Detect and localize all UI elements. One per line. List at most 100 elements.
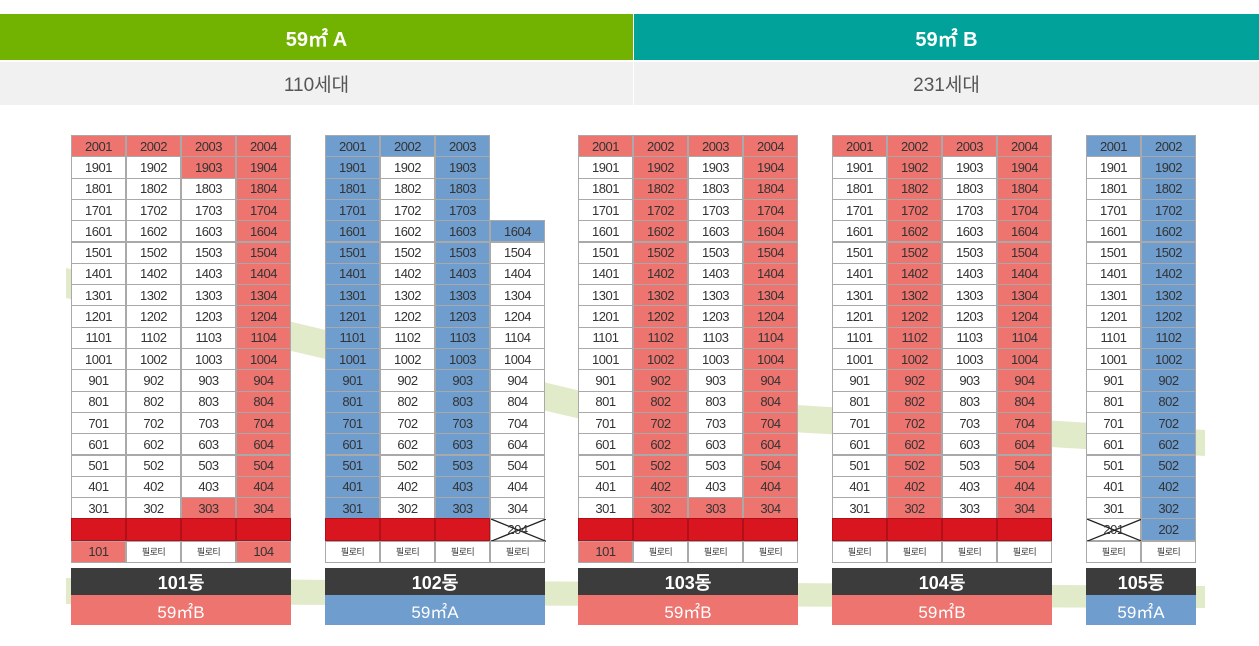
unit-402: 402	[633, 475, 688, 499]
building-unit-type: 59㎡B	[71, 595, 291, 625]
unit-1402: 1402	[126, 262, 181, 286]
commercial-floor	[325, 518, 380, 541]
unit-504: 504	[743, 454, 798, 477]
commercial-floor	[380, 518, 435, 541]
unit-1401: 1401	[1086, 262, 1141, 286]
cross-mark-icon	[1087, 519, 1142, 542]
unit-904: 904	[997, 369, 1052, 392]
unit-1401: 1401	[71, 262, 126, 286]
unit-1803: 1803	[688, 177, 743, 200]
unit-803: 803	[942, 390, 997, 413]
unit-1603: 1603	[435, 220, 490, 243]
unit-1902: 1902	[380, 156, 435, 179]
unit-1001: 1001	[71, 348, 126, 371]
unit-1204: 1204	[743, 305, 798, 328]
unit-1204: 1204	[236, 305, 291, 328]
unit-804: 804	[997, 390, 1052, 413]
unit-902: 902	[126, 369, 181, 392]
unit-303: 303	[942, 497, 997, 520]
unit-801: 801	[832, 390, 887, 413]
unit-1401: 1401	[832, 262, 887, 286]
unit-603: 603	[688, 433, 743, 456]
unit-1002: 1002	[1141, 348, 1196, 371]
building-name: 101동	[71, 568, 291, 595]
unit-1001: 1001	[1086, 348, 1141, 371]
unit-2001: 2001	[832, 135, 887, 158]
unit-1202: 1202	[1141, 305, 1196, 328]
unit-504: 504	[997, 454, 1052, 477]
unit-403: 403	[942, 475, 997, 499]
unit-1303: 1303	[435, 284, 490, 307]
unit-1101: 1101	[578, 326, 633, 349]
unit-904: 904	[236, 369, 291, 392]
unit-1802: 1802	[633, 177, 688, 200]
unit-601: 601	[1086, 433, 1141, 456]
unit-702: 702	[1141, 411, 1196, 435]
unit-602: 602	[126, 433, 181, 456]
type-b-header: 59㎡ B	[634, 14, 1259, 60]
type-a-header: 59㎡ A	[0, 14, 633, 60]
unit-1003: 1003	[942, 348, 997, 371]
unit-2002: 2002	[887, 135, 942, 158]
unit-701: 701	[832, 411, 887, 435]
unit-402: 402	[126, 475, 181, 499]
commercial-floor	[688, 518, 743, 541]
unit-704: 704	[743, 411, 798, 435]
unit-1201: 1201	[578, 305, 633, 328]
unit-1202: 1202	[633, 305, 688, 328]
unit-504: 504	[490, 454, 545, 477]
unit-1604: 1604	[997, 220, 1052, 243]
unit-1404: 1404	[490, 262, 545, 286]
unit-1202: 1202	[126, 305, 181, 328]
unit-302: 302	[126, 497, 181, 520]
building-3: 2001 1901 1801 1701 1601 1501 1401 1301 1201 1101…	[578, 135, 798, 625]
unit-304: 304	[490, 497, 545, 520]
unit-1801: 1801	[71, 177, 126, 200]
unit-201-excluded: 201	[1086, 518, 1142, 542]
unit-1101: 1101	[325, 326, 380, 349]
unit-1104: 1104	[490, 326, 545, 349]
unit-404: 404	[236, 475, 291, 499]
unit-703: 703	[435, 411, 490, 435]
unit-1102: 1102	[380, 326, 435, 349]
unit-2004: 2004	[997, 135, 1052, 158]
pilotis-cell: 필로티	[490, 540, 545, 563]
building-1: 2001 1901 1801 1701 1601 1501 1401 1301 1201 1101…	[71, 135, 291, 625]
unit-1601: 1601	[578, 220, 633, 243]
unit-801: 801	[1086, 390, 1141, 413]
unit-1601: 1601	[832, 220, 887, 243]
unit-1702: 1702	[380, 198, 435, 222]
unit-1704: 1704	[743, 198, 798, 222]
building-unit-type: 59㎡B	[832, 595, 1052, 625]
commercial-floor	[435, 518, 490, 541]
unit-1502: 1502	[380, 241, 435, 264]
unit-402: 402	[887, 475, 942, 499]
building-name: 103동	[578, 568, 798, 595]
unit-701: 701	[1086, 411, 1141, 435]
unit-703: 703	[688, 411, 743, 435]
unit-1402: 1402	[887, 262, 942, 286]
unit-1902: 1902	[633, 156, 688, 179]
unit-502: 502	[887, 454, 942, 477]
unit-1004: 1004	[236, 348, 291, 371]
unit-1801: 1801	[578, 177, 633, 200]
pilotis-cell: 필로티	[435, 540, 490, 563]
unit-1801: 1801	[832, 177, 887, 200]
unit-303: 303	[688, 497, 743, 520]
unit-601: 601	[832, 433, 887, 456]
unit-1101: 1101	[1086, 326, 1141, 349]
unit-1204: 1204	[490, 305, 545, 328]
unit-1802: 1802	[126, 177, 181, 200]
unit-1302: 1302	[126, 284, 181, 307]
unit-901: 901	[71, 369, 126, 392]
unit-1701: 1701	[71, 198, 126, 222]
unit-1602: 1602	[380, 220, 435, 243]
unit-1503: 1503	[942, 241, 997, 264]
unit-604: 604	[490, 433, 545, 456]
unit-301: 301	[325, 497, 380, 520]
unit-1004: 1004	[743, 348, 798, 371]
unit-1402: 1402	[1141, 262, 1196, 286]
unit-301: 301	[1086, 497, 1141, 520]
unit-601: 601	[71, 433, 126, 456]
unit-1901: 1901	[832, 156, 887, 179]
